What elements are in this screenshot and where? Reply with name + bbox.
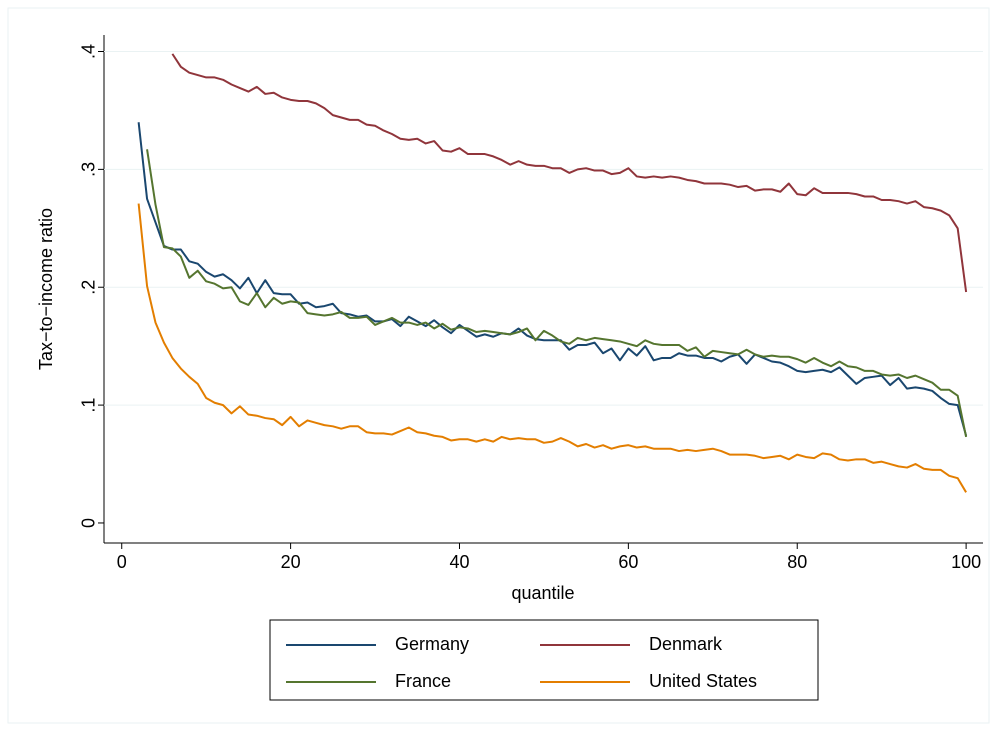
- series-line: [137, 203, 967, 493]
- legend-label: Denmark: [649, 634, 723, 654]
- series-line: [171, 53, 968, 293]
- x-tick-label: 40: [449, 552, 469, 572]
- y-tick-label: .1: [79, 398, 99, 413]
- y-tick-label: 0: [79, 518, 99, 528]
- series-line: [137, 122, 968, 437]
- graph-region: [7, 7, 990, 724]
- y-axis-title: Tax−to−income ratio: [36, 208, 56, 370]
- x-tick-label: 100: [951, 552, 981, 572]
- y-tick-label: .4: [79, 44, 99, 59]
- y-tick-label: .2: [79, 280, 99, 295]
- x-tick-label: 0: [117, 552, 127, 572]
- legend-label: Germany: [395, 634, 469, 654]
- legend-label: France: [395, 671, 451, 691]
- legend-box: [269, 619, 819, 701]
- legend-label: United States: [649, 671, 757, 691]
- series-line: [146, 149, 968, 438]
- x-tick-label: 80: [787, 552, 807, 572]
- x-tick-label: 20: [281, 552, 301, 572]
- y-tick-label: .3: [79, 162, 99, 177]
- x-axis-title: quantile: [511, 583, 574, 603]
- x-tick-label: 60: [618, 552, 638, 572]
